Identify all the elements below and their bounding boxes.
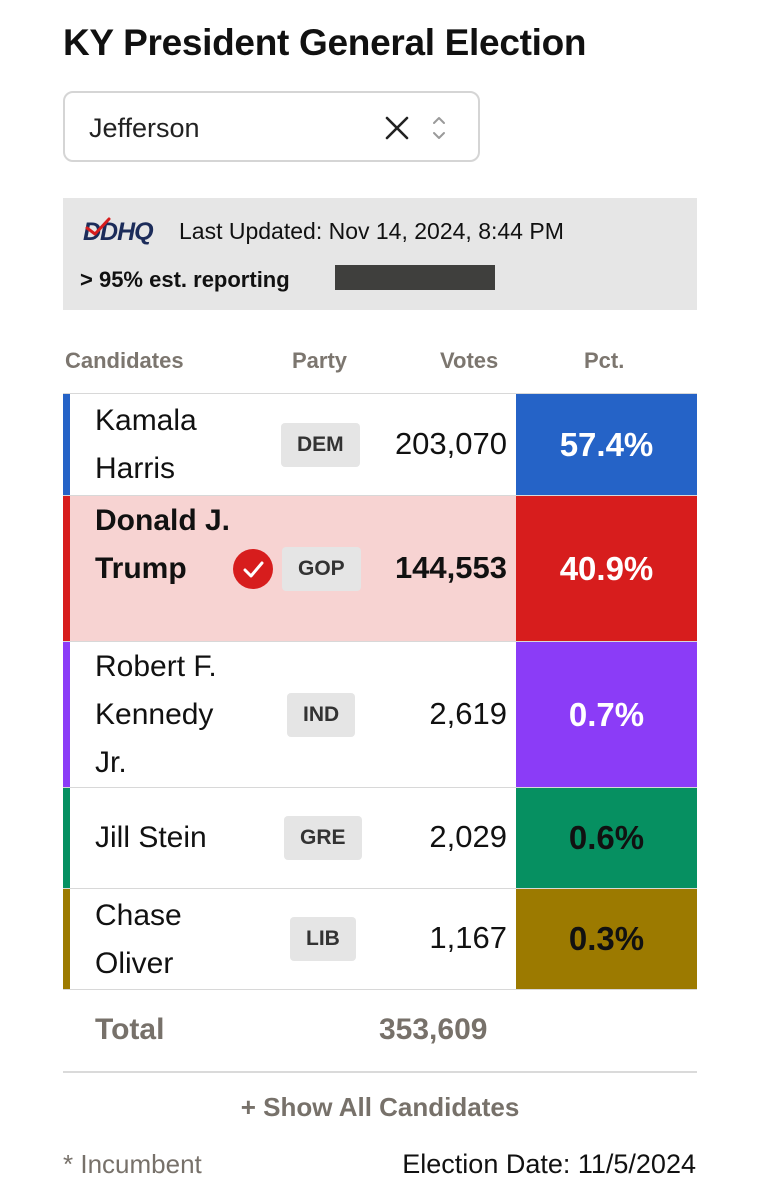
last-updated: Last Updated: Nov 14, 2024, 8:44 PM xyxy=(179,218,564,244)
table-row: Robert F. Kennedy Jr. IND 2,619 0.7% xyxy=(63,642,697,788)
page-title: KY President General Election xyxy=(63,22,587,63)
ddhq-logo: DDHQ xyxy=(81,216,161,246)
election-date: Election Date: 11/5/2024 xyxy=(402,1149,696,1179)
candidate-name: Kamala Harris xyxy=(95,404,197,485)
vote-count: 1,167 xyxy=(429,920,507,955)
table-row: Donald J. Trump GOP 144,553 40.9% xyxy=(63,496,697,642)
county-select-value: Jefferson xyxy=(89,113,200,143)
divider xyxy=(63,1071,697,1073)
column-header-candidates: Candidates xyxy=(65,348,184,373)
reporting-status: > 95% est. reporting xyxy=(80,267,290,292)
results-info-bar: DDHQ Last Updated: Nov 14, 2024, 8:44 PM… xyxy=(63,198,697,310)
party-color-stripe xyxy=(63,788,70,888)
vote-percentage: 57.4% xyxy=(516,394,697,495)
vote-percentage: 0.6% xyxy=(516,788,697,888)
vote-count: 2,029 xyxy=(429,819,507,854)
reporting-progress-bar xyxy=(335,265,495,290)
vote-percentage: 40.9% xyxy=(516,496,697,641)
vote-percentage: 0.7% xyxy=(516,642,697,787)
total-label: Total xyxy=(95,1013,165,1046)
candidate-name: Robert F. Kennedy Jr. xyxy=(95,650,217,779)
column-header-pct: Pct. xyxy=(584,348,625,373)
show-all-candidates-button[interactable]: + Show All Candidates xyxy=(240,1092,520,1122)
party-color-stripe xyxy=(63,394,70,495)
vote-count: 144,553 xyxy=(394,550,507,585)
vote-count: 203,070 xyxy=(394,426,507,461)
column-header-party: Party xyxy=(292,348,348,373)
winner-check-icon xyxy=(233,549,273,589)
total-votes: 353,609 xyxy=(379,1013,488,1046)
table-row: Chase Oliver LIB 1,167 0.3% xyxy=(63,889,697,990)
party-color-stripe xyxy=(63,642,70,787)
results-table: Kamala Harris DEM 203,070 57.4% Donald J… xyxy=(63,393,697,990)
candidate-name: Jill Stein xyxy=(95,821,207,854)
column-header-votes: Votes xyxy=(440,348,499,373)
candidate-name: Donald J. Trump xyxy=(95,504,231,585)
incumbent-note: * Incumbent xyxy=(63,1149,202,1179)
table-row: Kamala Harris DEM 203,070 57.4% xyxy=(63,394,697,496)
party-badge: IND xyxy=(287,693,356,737)
reporting-progress-fill xyxy=(335,265,487,290)
close-icon[interactable] xyxy=(383,114,411,142)
chevron-updown-icon[interactable] xyxy=(431,112,447,144)
party-color-stripe xyxy=(63,889,70,989)
candidate-name: Chase Oliver xyxy=(95,899,182,980)
county-select[interactable]: Jefferson xyxy=(63,91,480,162)
party-color-stripe xyxy=(63,496,70,641)
party-badge: GOP xyxy=(282,547,361,591)
party-badge: GRE xyxy=(284,816,362,860)
party-badge: DEM xyxy=(281,423,360,467)
vote-count: 2,619 xyxy=(429,696,507,731)
party-badge: LIB xyxy=(290,917,356,961)
vote-percentage: 0.3% xyxy=(516,889,697,989)
table-row: Jill Stein GRE 2,029 0.6% xyxy=(63,788,697,889)
